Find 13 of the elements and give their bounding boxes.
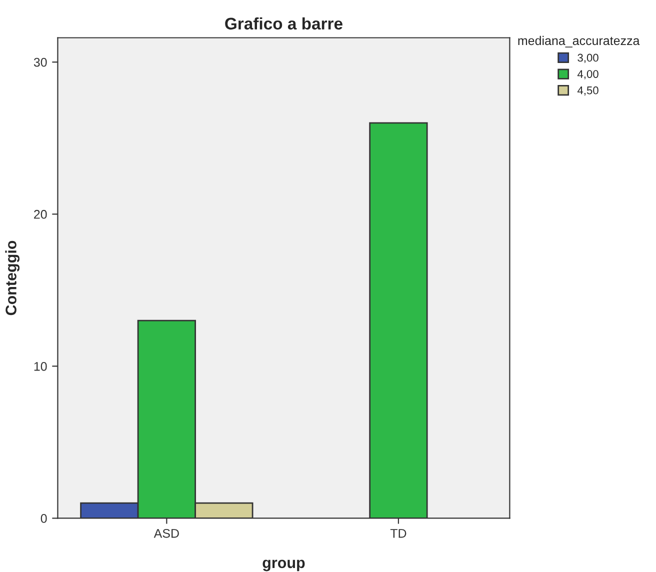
legend-title: mediana_accuratezza (518, 36, 640, 48)
x-axis-title: group (262, 560, 305, 572)
x-tick-label: ASD (154, 528, 179, 538)
x-tick-label: TD (390, 529, 406, 538)
legend-label: 3,00 (578, 54, 598, 63)
y-tick-label: 20 (34, 210, 47, 219)
y-axis-title: Conteggio (5, 240, 20, 316)
y-tick-label: 30 (34, 58, 47, 67)
y-tick-label: 10 (34, 362, 47, 371)
legend-label: 4,00 (577, 70, 598, 80)
y-tick-label: 0 (40, 514, 47, 523)
legend-label: 4,50 (577, 86, 598, 96)
chart-title: Grafico a barre (225, 17, 342, 30)
